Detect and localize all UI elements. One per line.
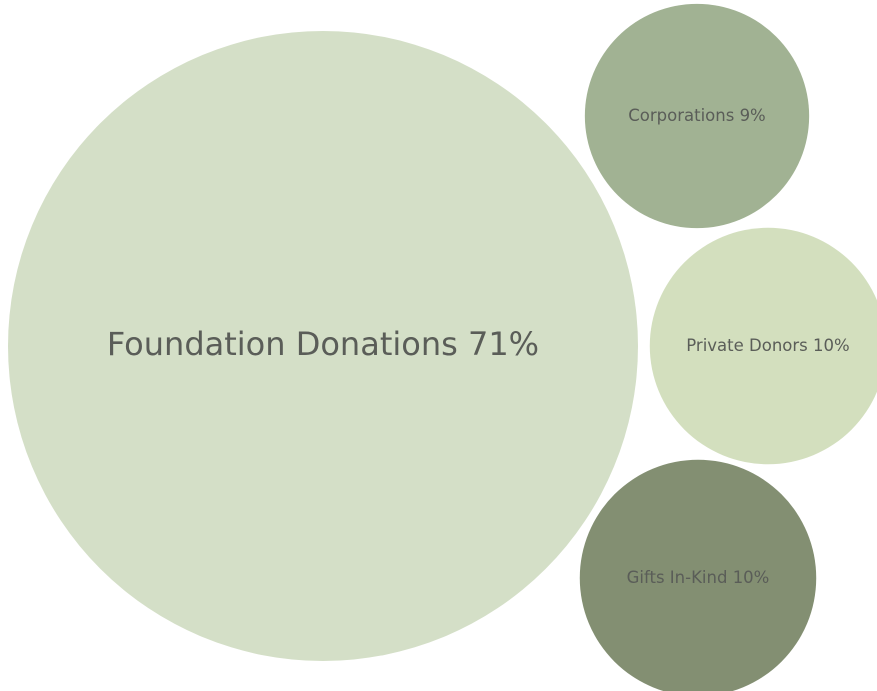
bubble-label: Foundation Donations 71% <box>107 325 539 363</box>
value-label: 9% <box>740 106 766 125</box>
category-name: Gifts In-Kind <box>627 568 728 587</box>
bubble <box>579 459 817 691</box>
value-label: 10% <box>733 568 770 587</box>
bubble-label: Corporations 9% <box>628 106 766 125</box>
bubble <box>584 3 810 229</box>
bubble <box>8 31 638 661</box>
value-label: 71% <box>468 325 539 363</box>
category-name: Private Donors <box>686 336 808 355</box>
category-name: Corporations <box>628 106 734 125</box>
bubble-label: Private Donors 10% <box>686 336 849 355</box>
value-label: 10% <box>813 336 850 355</box>
bubble <box>649 227 877 465</box>
category-name: Foundation Donations <box>107 325 458 363</box>
bubble-label: Gifts In-Kind 10% <box>627 568 770 587</box>
